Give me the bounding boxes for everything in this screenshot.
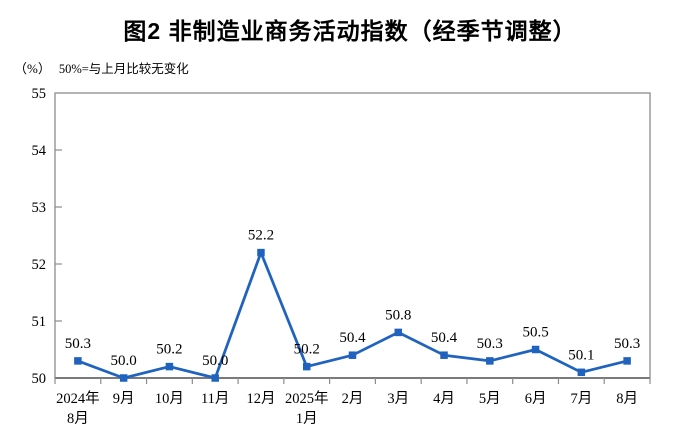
x-tick-label: 2月	[342, 391, 364, 407]
data-point-marker	[531, 345, 540, 354]
chart-title: 图2 非制造业商务活动指数（经季节调整）	[123, 18, 577, 44]
x-tick-label: 2025年 1月	[285, 390, 329, 427]
data-point-marker	[211, 374, 219, 382]
data-point-marker	[74, 357, 82, 365]
x-tick-label: 4月	[433, 391, 455, 407]
data-point-marker	[577, 368, 586, 377]
data-point-label: 50.2	[156, 342, 182, 358]
data-point-marker	[119, 374, 128, 382]
data-point-marker	[440, 351, 448, 359]
data-point-label: 50.4	[431, 330, 458, 346]
y-axis-unit-label: （%）	[14, 61, 51, 76]
data-point-marker	[486, 357, 494, 365]
x-tick-label: 5月	[479, 391, 501, 407]
data-point-marker	[302, 362, 311, 371]
x-tick-label: 8月	[616, 391, 638, 407]
x-tick-label: 6月	[525, 391, 547, 407]
y-tick-label: 55	[32, 86, 47, 102]
x-tick-label: 7月	[570, 391, 592, 407]
chart-subtitle-row: （%） 50%=与上月比较无变化	[14, 58, 189, 77]
x-tick-label: 11月	[201, 391, 229, 407]
data-point-label: 50.8	[385, 307, 411, 323]
data-point-label: 50.2	[294, 342, 320, 358]
data-point-label: 52.2	[248, 228, 274, 244]
data-point-label: 50.4	[339, 330, 366, 346]
data-point-label: 50.3	[614, 336, 640, 352]
data-point-marker	[394, 328, 403, 337]
x-tick-label: 12月	[246, 391, 275, 407]
data-point-label: 50.5	[522, 325, 548, 341]
x-tick-label: 9月	[113, 391, 135, 407]
y-tick-label: 53	[32, 200, 47, 216]
y-tick-label: 50	[32, 371, 47, 387]
y-tick-label: 51	[32, 314, 47, 330]
x-tick-label: 10月	[155, 391, 184, 407]
data-point-label: 50.3	[65, 336, 91, 352]
data-point-marker	[257, 248, 265, 257]
data-point-marker	[348, 351, 357, 359]
data-point-label: 50.0	[202, 353, 228, 369]
y-tick-label: 52	[32, 257, 47, 273]
data-point-marker	[165, 362, 174, 371]
data-point-label: 50.0	[111, 353, 137, 369]
data-point-label: 50.3	[477, 336, 503, 352]
data-point-label: 50.1	[568, 347, 594, 363]
x-tick-label: 2024年 8月	[56, 390, 100, 427]
data-series-line	[76, 251, 629, 380]
x-tick-label: 3月	[387, 391, 409, 407]
y-tick-label: 54	[32, 143, 47, 159]
chart-annotation: 50%=与上月比较无变化	[58, 62, 189, 76]
data-point-marker	[623, 357, 631, 365]
